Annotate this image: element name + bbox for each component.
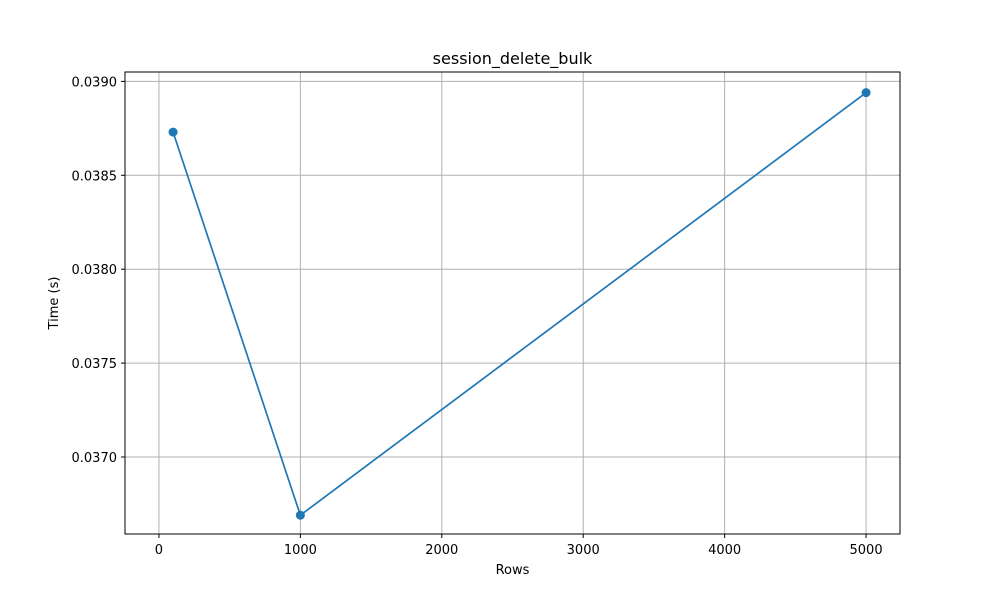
x-tick-label: 5000 [850,543,883,558]
data-point [168,127,178,137]
x-tick-label: 1000 [284,543,317,558]
x-tick-label: 4000 [708,543,741,558]
y-tick-label: 0.0385 [72,169,118,184]
x-tick-label: 3000 [567,543,600,558]
plot-area-frame [124,71,901,535]
data-series [168,88,871,520]
y-axis-label: Time (s) [47,277,62,331]
data-point [861,88,871,98]
x-tick-label: 0 [155,543,163,558]
y-tick-label: 0.0370 [72,451,118,466]
x-axis-label: Rows [496,563,530,578]
y-axis-ticks: 0.0370 0.0375 0.0380 0.0385 0.0390 [72,75,125,466]
x-axis-ticks: 0 1000 2000 3000 4000 5000 [155,534,883,558]
chart-title: session_delete_bulk [433,49,593,69]
grid-lines [125,72,900,534]
y-tick-label: 0.0375 [72,357,118,372]
series-line [172,91,867,517]
y-tick-label: 0.0380 [72,263,118,278]
data-point [295,510,305,520]
y-tick-label: 0.0390 [72,75,118,90]
x-tick-label: 2000 [425,543,458,558]
